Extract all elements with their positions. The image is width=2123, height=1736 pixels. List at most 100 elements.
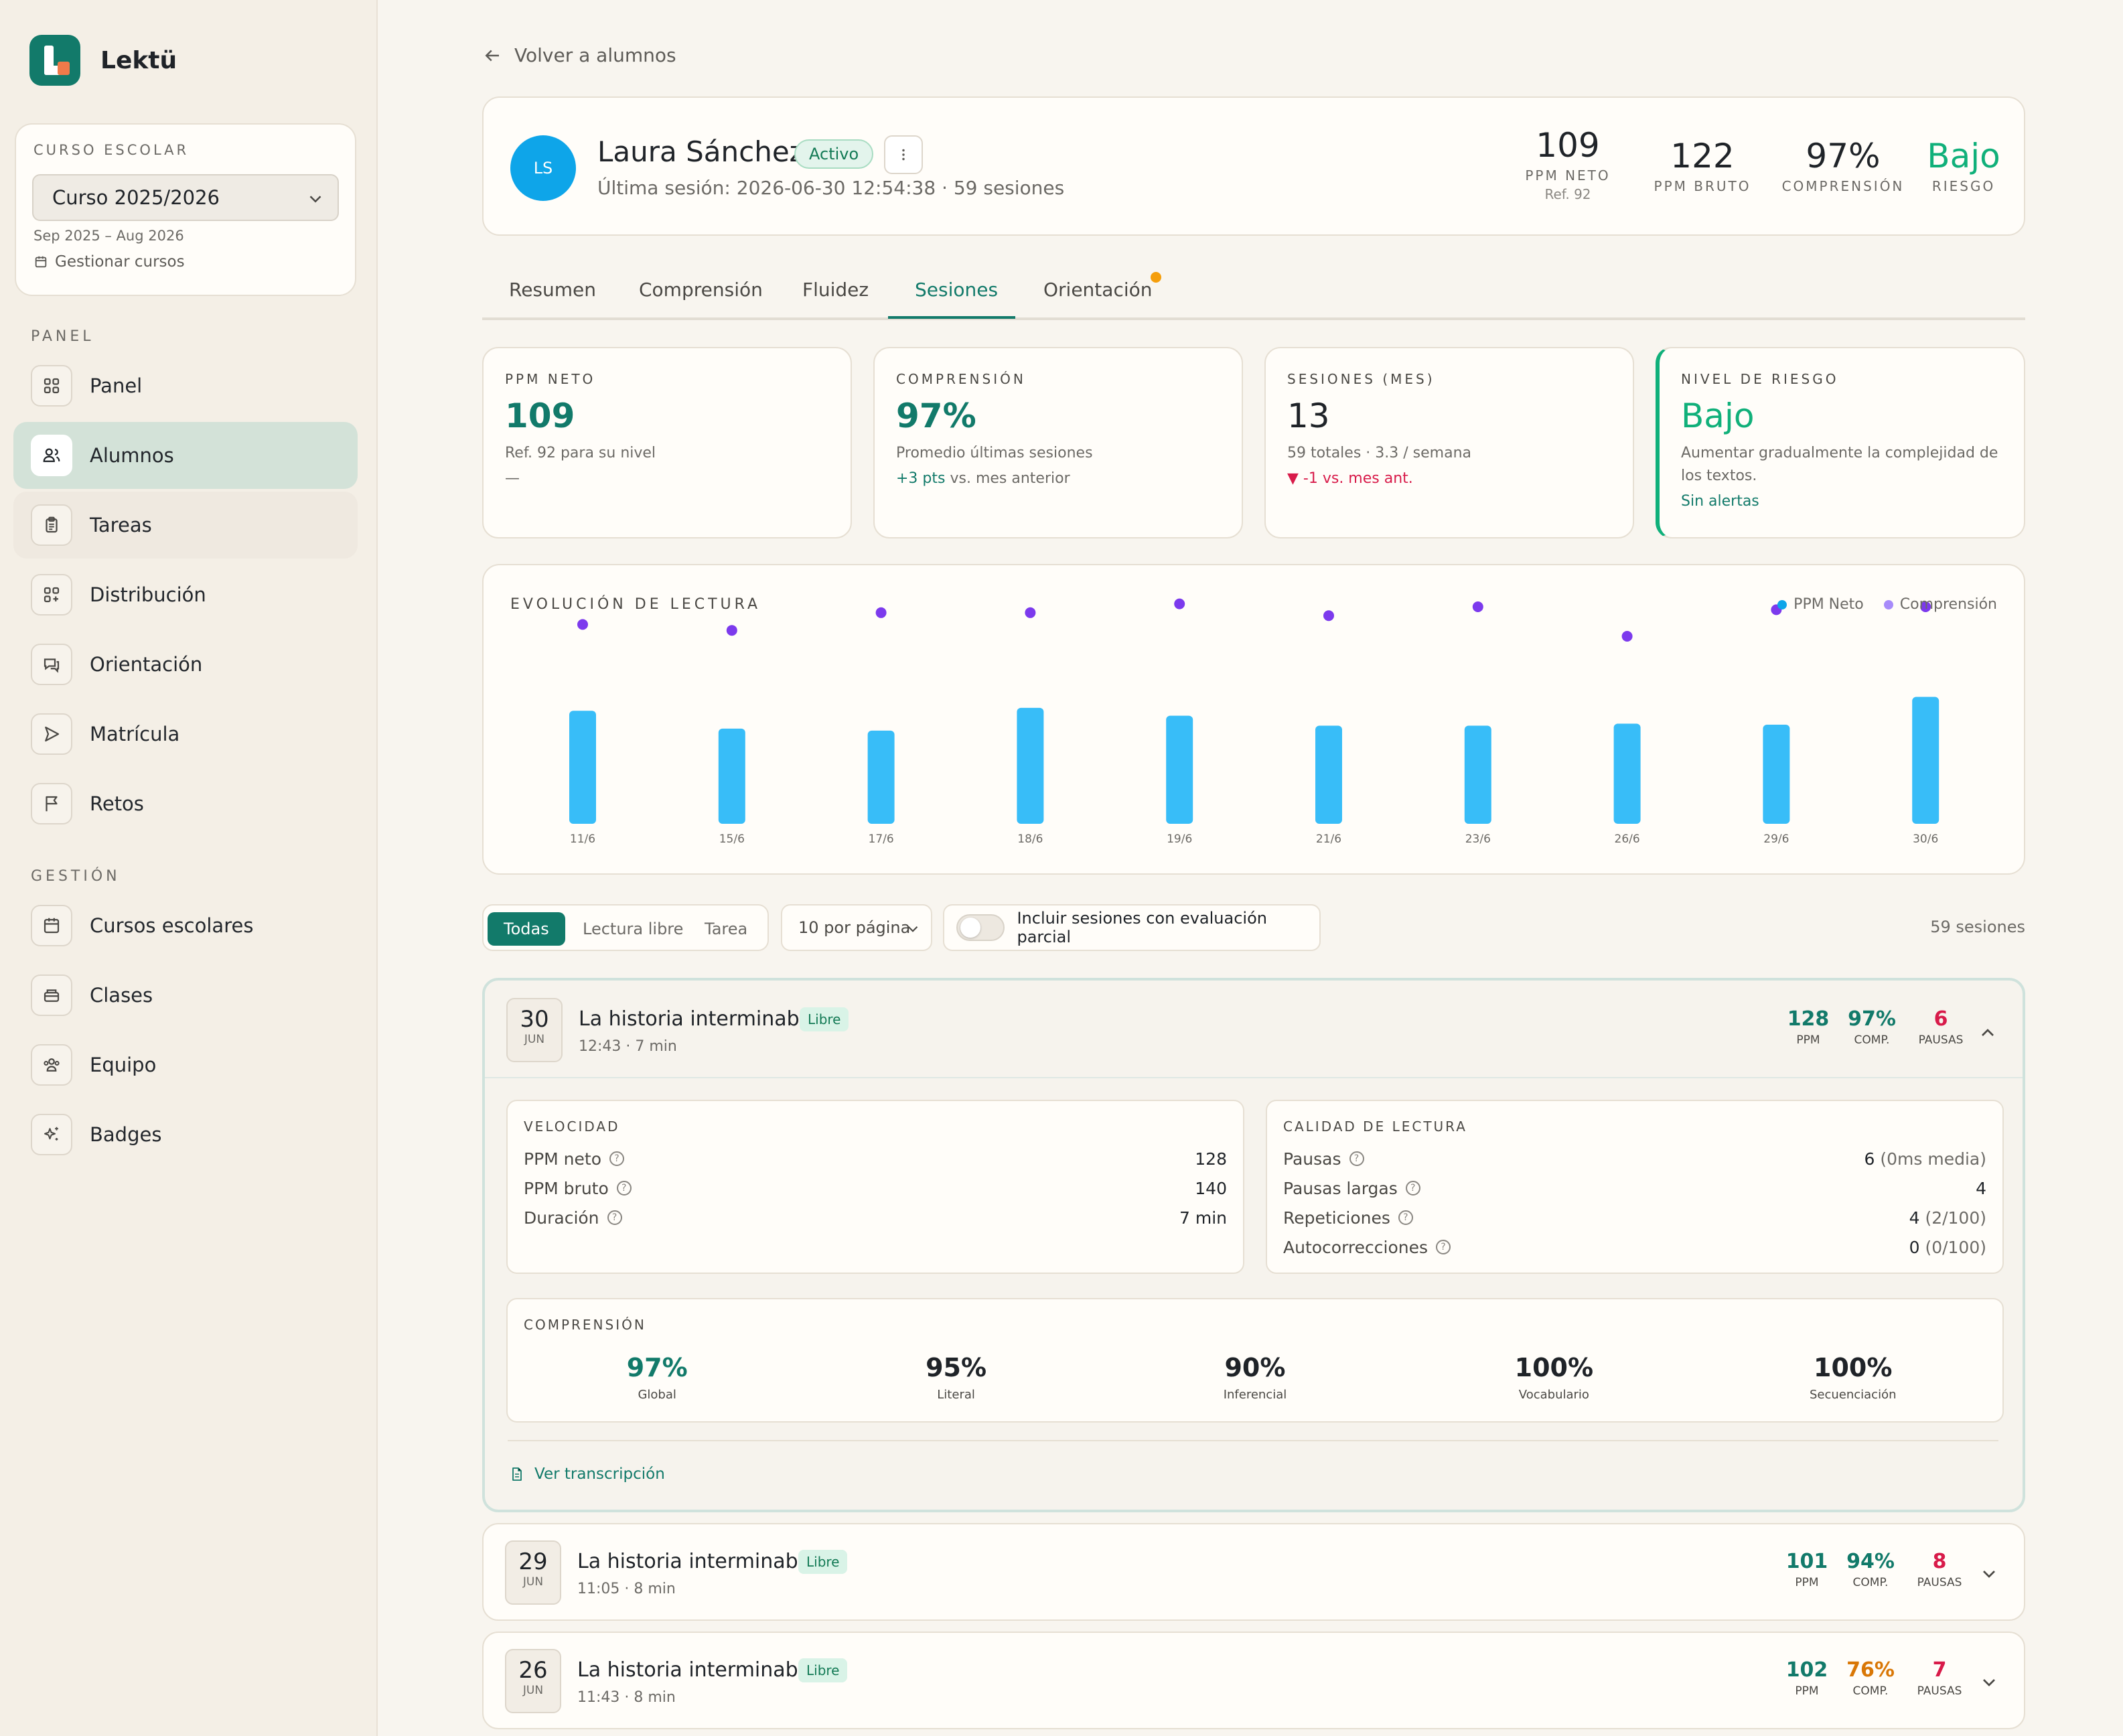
chart-point-comprension[interactable] [577,619,588,630]
stat-extra-rest: vs. mes anterior [945,470,1070,487]
tab-fluidez[interactable]: Fluidez [802,279,869,301]
panel-title: COMPRENSIÓN [524,1317,646,1333]
more-options-button[interactable] [884,135,923,174]
sidebar-item-matricula[interactable]: Matrícula [13,701,358,768]
grid-plus-icon [31,574,72,616]
stat-description: Promedio últimas sesiones [896,445,1093,461]
view-transcript-link[interactable]: Ver transcripción [509,1465,665,1483]
session-title: La historia interminable [577,1550,816,1573]
chevron-up-icon[interactable] [1977,1022,1998,1043]
manage-courses-link[interactable]: Gestionar cursos [33,253,185,271]
session-count: 59 sesiones [1930,918,2025,936]
kpi-label: RIESGO [1931,178,1996,194]
tab-comprension[interactable]: Comprensión [639,279,763,301]
tab-resumen[interactable]: Resumen [509,279,597,301]
help-icon[interactable]: ? [607,1210,622,1225]
sidebar-item-retos[interactable]: Retos [13,770,358,837]
school-year-select[interactable]: Curso 2025/2026 [32,174,339,221]
session-card[interactable]: 29 JUN La historia interminable Libre 11… [482,1523,2025,1621]
chart-title: EVOLUCIÓN DE LECTURA [510,596,761,613]
partial-evaluation-toggle-box: Incluir sesiones con evaluación parcial [943,904,1321,951]
sidebar-item-label: Distribución [90,583,206,606]
help-icon[interactable]: ? [1405,1181,1420,1196]
row-value: 7 min [1179,1208,1227,1228]
metric-label: PAUSAS [1917,1684,1962,1698]
stat-description: 59 totales · 3.3 / semana [1287,445,1471,461]
per-page-select[interactable]: 10 por página [781,904,932,951]
row-extra: (2/100) [1919,1208,1986,1228]
chart-bar-ppm[interactable] [867,730,895,824]
chart-bar-ppm[interactable] [1166,715,1193,824]
row-value: 0 [1909,1237,1920,1257]
sidebar-item-distribucion[interactable]: Distribución [13,561,358,628]
chevron-down-icon[interactable] [1978,1563,2000,1585]
session-day: 29 [518,1548,548,1575]
chart-bar-ppm[interactable] [1017,707,1044,824]
legend-item-comprension: Comprensión [1883,596,1997,613]
help-icon[interactable]: ? [609,1151,624,1166]
chart-point-comprension[interactable] [1621,631,1633,642]
back-link[interactable]: Volver a alumnos [482,44,676,66]
sidebar-item-panel[interactable]: Panel [13,352,358,419]
school-year-label: CURSO ESCOLAR [33,142,190,158]
chart-bar-ppm[interactable] [569,711,596,824]
session-card[interactable]: 26 JUN La historia interminable Libre 11… [482,1632,2025,1729]
sidebar-item-alumnos[interactable]: Alumnos [13,422,358,489]
chart-point-comprension[interactable] [1025,607,1036,618]
chart-point-comprension[interactable] [1472,601,1483,612]
sidebar-item-badges[interactable]: Badges [13,1101,358,1168]
chart-point-comprension[interactable] [1920,601,1931,612]
session-header[interactable]: 30 JUN La historia interminable Libre 12… [485,981,2023,1077]
kpi-value: 97% [1806,137,1881,175]
session-day: 26 [518,1657,548,1684]
chart-point-comprension[interactable] [1323,610,1334,622]
sidebar-item-clases[interactable]: Clases [13,962,358,1029]
divider [508,1440,1998,1441]
stat-value: 13 [1287,396,1330,435]
manage-courses-label: Gestionar cursos [55,253,185,271]
help-icon[interactable]: ? [1436,1240,1451,1254]
chart-bar-ppm[interactable] [1315,725,1342,824]
filter-lectura-libre[interactable]: Lectura libre [583,920,684,938]
chart-bar-ppm[interactable] [1464,725,1491,824]
school-year-range: Sep 2025 – Aug 2026 [33,228,184,244]
chart-bar-ppm[interactable] [718,728,745,824]
session-header[interactable]: 29 JUN La historia interminable Libre 11… [484,1524,2024,1621]
row-label: Pausas largas [1283,1178,1398,1198]
sidebar-item-tareas[interactable]: Tareas [13,492,358,559]
stat-description: Aumentar gradualmente la complejidad de … [1681,445,1998,484]
velocity-panel: VELOCIDAD PPM neto? 128 PPM bruto? 140 D… [506,1100,1244,1274]
chart-point-comprension[interactable] [875,607,887,618]
filter-todas[interactable]: Todas [488,912,565,946]
brand[interactable]: Lektü [29,35,177,86]
comp-secuenciacion: 100% Secuenciación [1753,1353,1954,1402]
help-icon[interactable]: ? [616,1181,632,1196]
session-title: La historia interminable [579,1007,818,1031]
stat-title: PPM NETO [505,371,596,387]
comp-literal: 95% Literal [856,1353,1057,1402]
metric-label: COMP. [1852,1576,1889,1589]
partial-evaluation-toggle[interactable] [956,914,1005,941]
chevron-down-icon[interactable] [1978,1672,2000,1693]
session-date: 30 JUN [506,998,563,1062]
session-date: 29 JUN [505,1540,561,1605]
tab-orientacion[interactable]: Orientación [1043,279,1153,301]
filter-tarea[interactable]: Tarea [705,920,748,938]
kpi-ppm-neto: 109 PPM NETO Ref. 92 [1524,126,1611,202]
chart-point-comprension[interactable] [726,625,737,636]
sidebar-item-cursos-escolares[interactable]: Cursos escolares [13,892,358,959]
chart-bar-ppm[interactable] [1763,725,1790,824]
session-time: 11:05 · 8 min [577,1581,676,1597]
session-title: La historia interminable [577,1658,816,1682]
divider [485,1077,2023,1078]
chart-point-comprension[interactable] [1174,598,1185,609]
tab-sesiones[interactable]: Sesiones [915,279,999,301]
sidebar-item-orientacion[interactable]: Orientación [13,631,358,698]
session-header[interactable]: 26 JUN La historia interminable Libre 11… [484,1633,2024,1729]
chart-bar-ppm[interactable] [1912,697,1939,824]
chart-bar-ppm[interactable] [1613,723,1641,824]
sparkles-icon [31,1114,72,1155]
help-icon[interactable]: ? [1398,1210,1413,1225]
sidebar-item-equipo[interactable]: Equipo [13,1031,358,1098]
help-icon[interactable]: ? [1349,1151,1364,1166]
